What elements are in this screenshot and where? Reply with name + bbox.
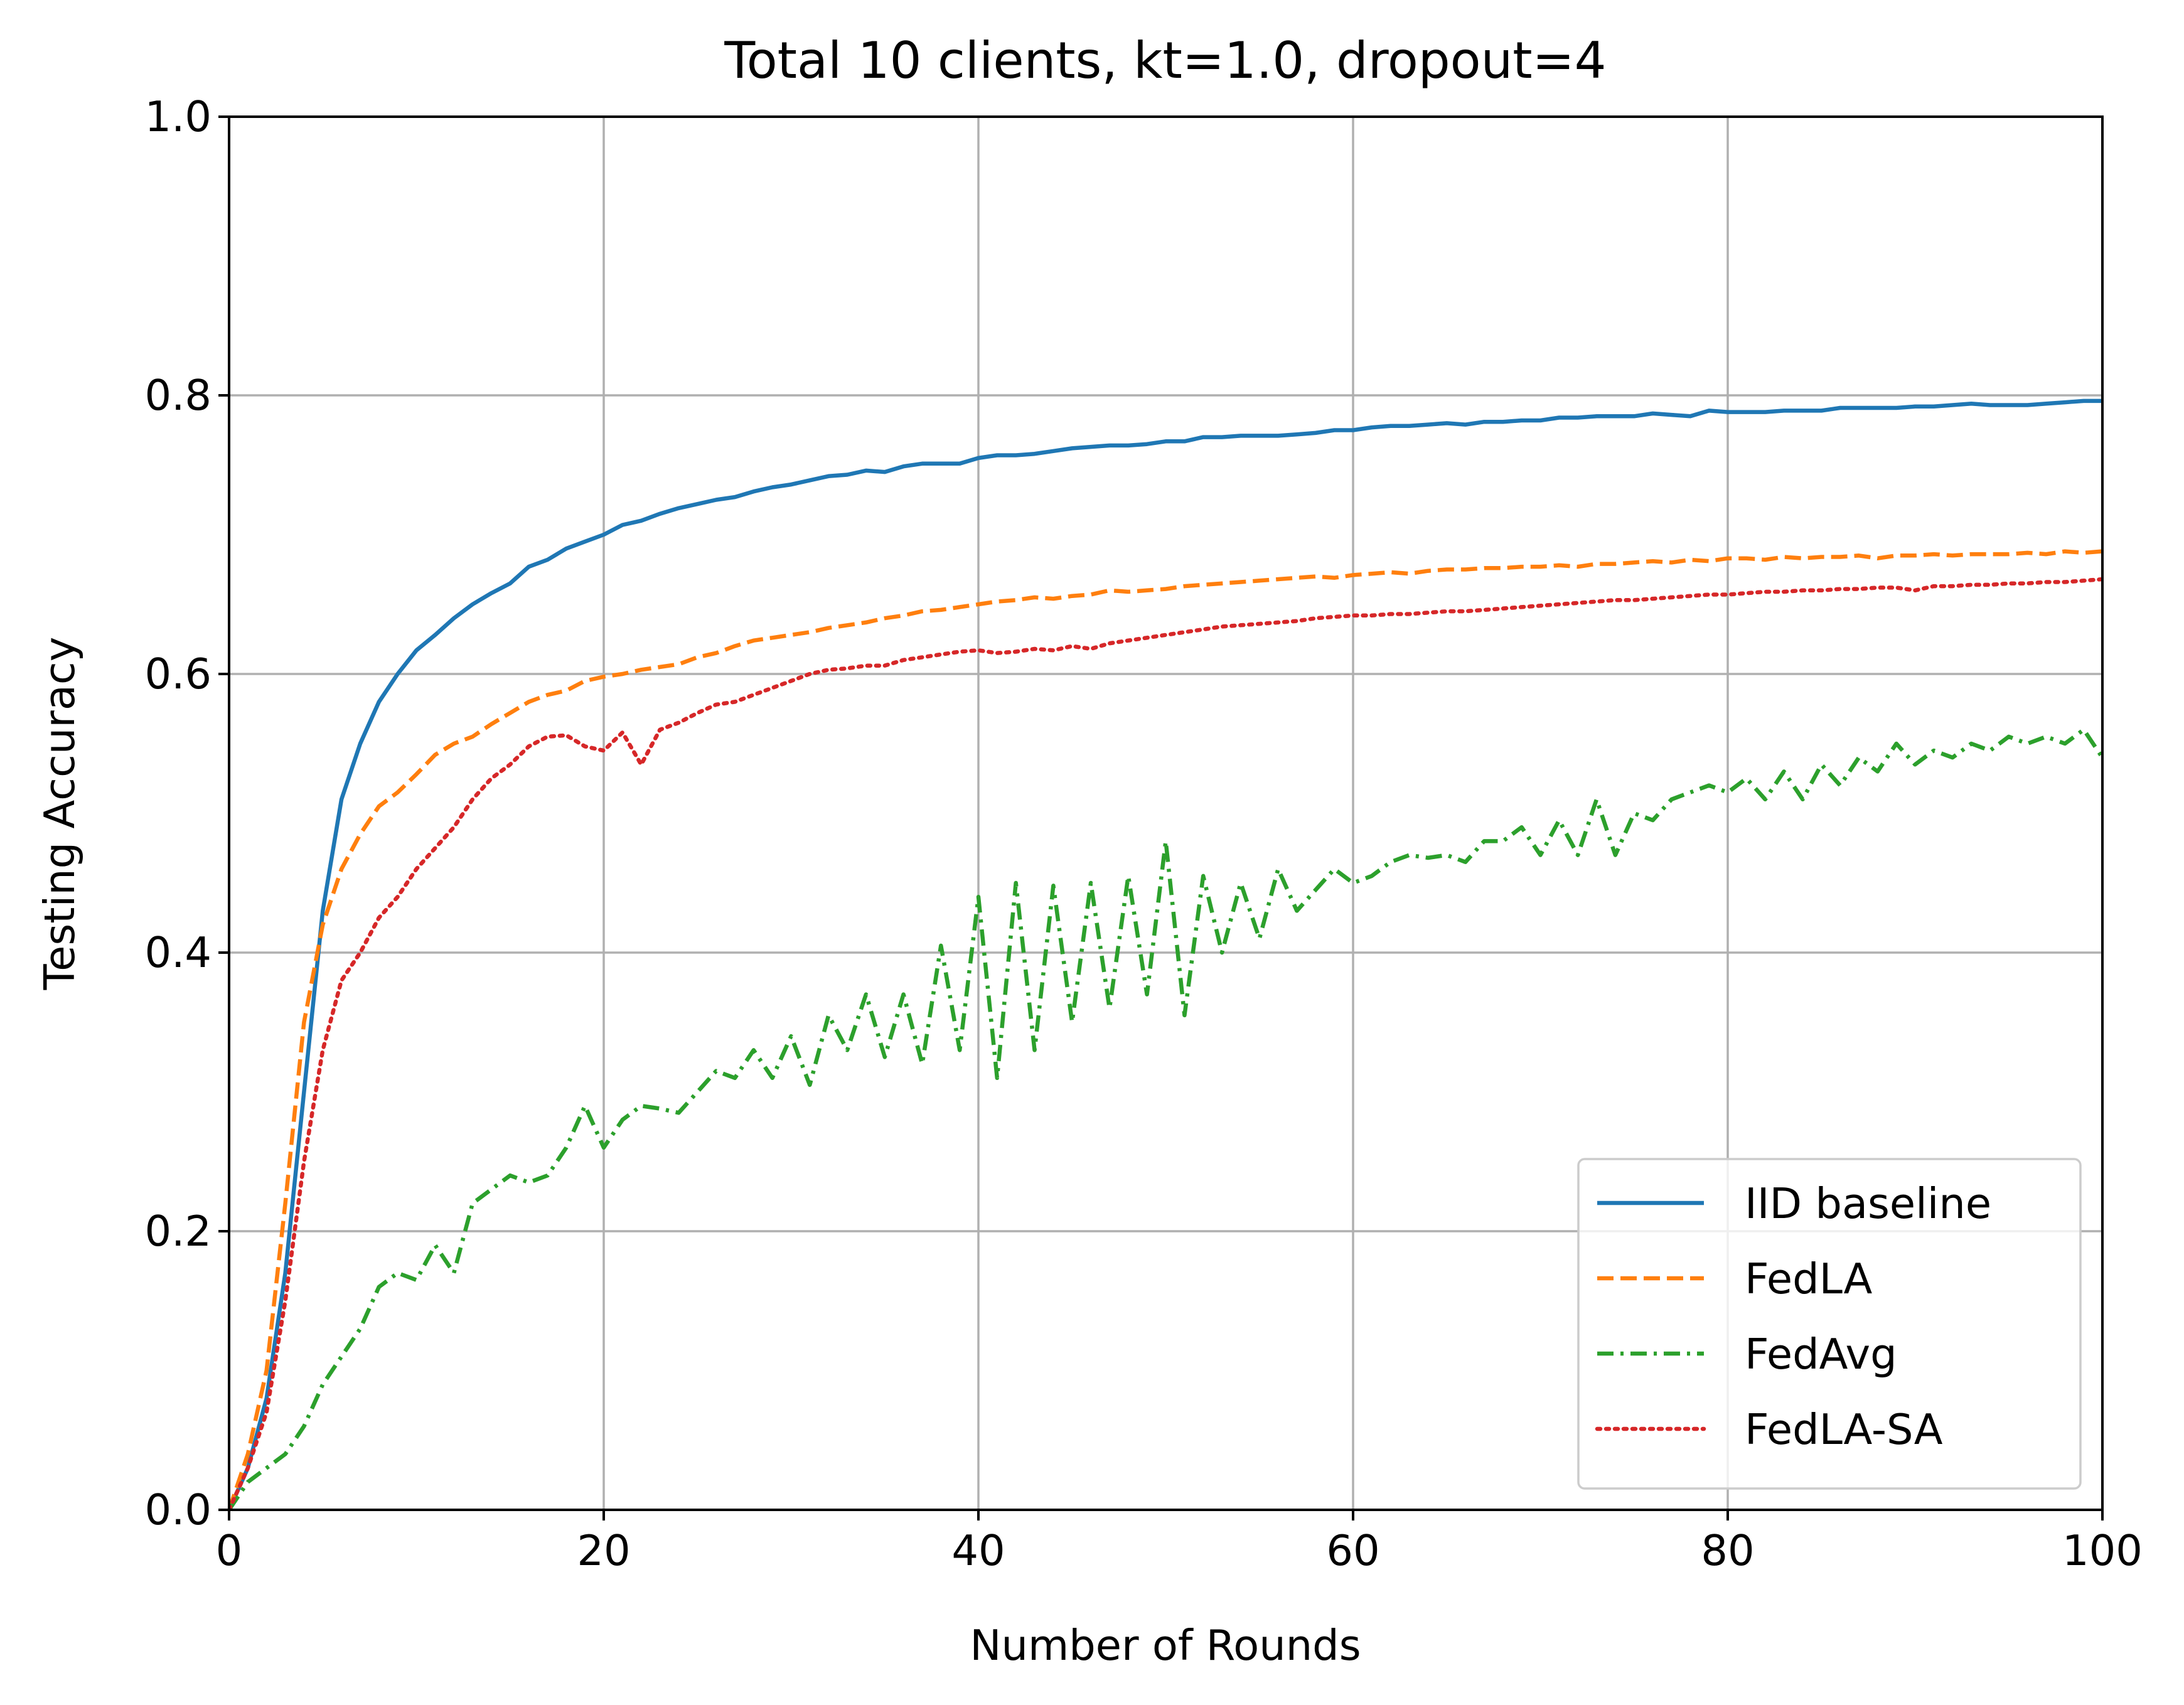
grid-lines: [228, 115, 2104, 1511]
y-tick-label: 0.6: [144, 649, 211, 698]
legend-box: [1577, 1158, 2082, 1490]
chart-title: Total 10 clients, kt=1.0, dropout=4: [724, 31, 1606, 90]
legend-label: IID baseline: [1745, 1179, 1991, 1228]
y-tick-label: 0.0: [144, 1485, 211, 1534]
x-tick-label: 60: [1326, 1526, 1379, 1575]
x-tick-label: 0: [216, 1526, 243, 1575]
y-tick-label: 0.8: [144, 371, 211, 420]
y-axis-label: Testing Accuracy: [35, 637, 84, 991]
axis-ticks: 0 20 40 60 80 100 0.0 0.2 0.4 0.6 0.8 1.0: [144, 92, 2143, 1575]
legend-label: FedAvg: [1745, 1330, 1897, 1379]
y-tick-label: 0.4: [144, 928, 211, 977]
legend: IID baseline FedLA FedAvg FedLA-SA: [1577, 1158, 2082, 1490]
y-tick-label: 0.2: [144, 1207, 211, 1256]
legend-label: FedLA-SA: [1745, 1405, 1943, 1454]
x-axis-label: Number of Rounds: [970, 1621, 1361, 1670]
plot-frame: [228, 115, 2104, 1511]
data-series: [229, 398, 2102, 1510]
y-tick-label: 1.0: [144, 92, 211, 141]
x-tick-label: 20: [577, 1526, 630, 1575]
x-tick-label: 80: [1701, 1526, 1754, 1575]
legend-label: FedLA: [1745, 1254, 1872, 1303]
series-line-fedla-sa: [229, 577, 2102, 1510]
x-tick-label: 100: [2062, 1526, 2143, 1575]
series-line-iid-baseline: [229, 398, 2102, 1510]
x-tick-label: 40: [951, 1526, 1005, 1575]
series-line-fedla: [229, 549, 2102, 1510]
series-line-fedavg: [229, 727, 2102, 1510]
